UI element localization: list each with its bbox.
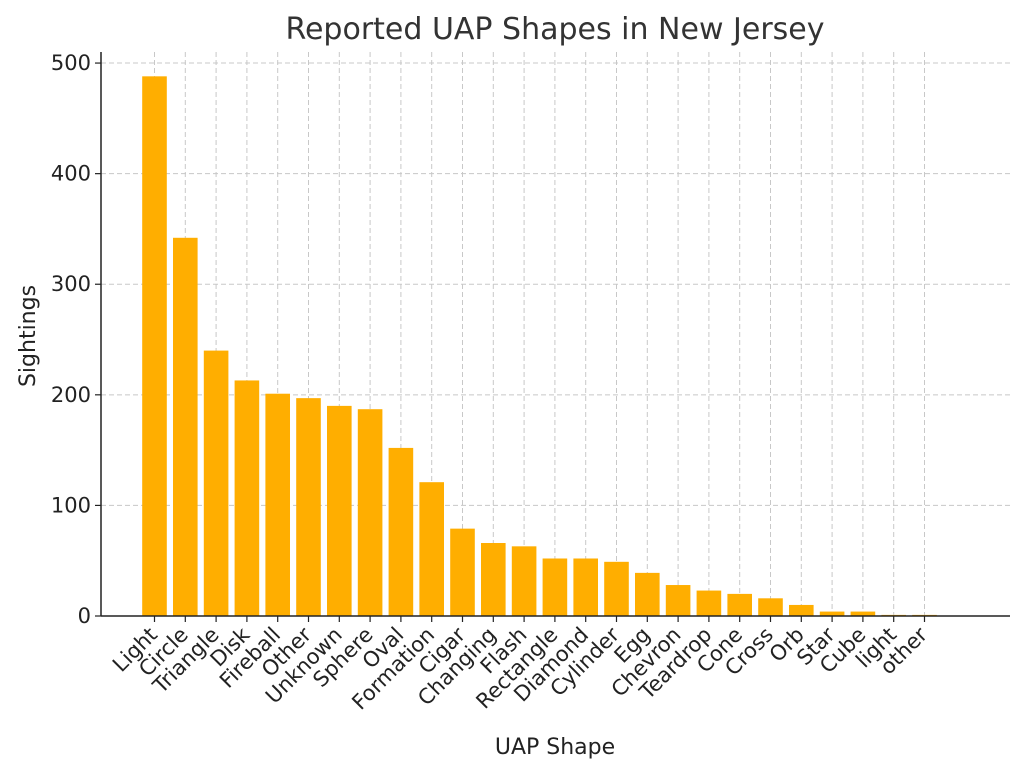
bar-chevron-17 <box>665 585 691 616</box>
bar-disk-3 <box>234 380 260 616</box>
bar-cylinder-15 <box>604 561 629 616</box>
bar-sphere-7 <box>357 409 383 616</box>
y-tick-label: 400 <box>51 162 91 186</box>
bar-diamond-14 <box>573 558 598 616</box>
bar-oval-8 <box>388 447 414 616</box>
bar-light-0 <box>142 76 167 617</box>
y-tick-label: 200 <box>51 383 91 407</box>
bar-cross-20 <box>758 598 783 616</box>
bar-cigar-10 <box>450 528 475 616</box>
bar-rectangle-13 <box>542 558 568 616</box>
x-ticks: LightCircleTriangleDiskFireballOtherUnkn… <box>108 616 932 714</box>
bar-circle-1 <box>173 237 198 616</box>
bar-cone-19 <box>727 593 752 616</box>
bar-flash-12 <box>511 546 537 616</box>
y-tick-label: 500 <box>51 51 91 75</box>
bar-teardrop-18 <box>696 590 722 616</box>
y-tick-label: 300 <box>51 272 91 296</box>
bars <box>142 76 937 617</box>
y-tick-label: 0 <box>78 604 91 628</box>
bar-other-5 <box>296 398 321 616</box>
bar-egg-16 <box>635 572 660 616</box>
x-axis-label: UAP Shape <box>495 735 615 760</box>
bar-orb-21 <box>789 604 814 616</box>
bar-formation-9 <box>419 482 444 616</box>
chart-title: Reported UAP Shapes in New Jersey <box>285 12 824 47</box>
bar-star-22 <box>819 611 845 616</box>
bar-triangle-2 <box>203 350 229 616</box>
y-tick-label: 100 <box>51 493 91 517</box>
bar-unknown-6 <box>327 405 352 616</box>
bar-fireball-4 <box>265 393 290 616</box>
bar-cube-23 <box>850 611 876 616</box>
y-axis-label: Sightings <box>16 285 41 387</box>
y-ticks: 0 100 200 300 400 500 <box>51 51 101 628</box>
bar-changing-11 <box>481 543 506 616</box>
gridlines <box>101 52 1010 617</box>
